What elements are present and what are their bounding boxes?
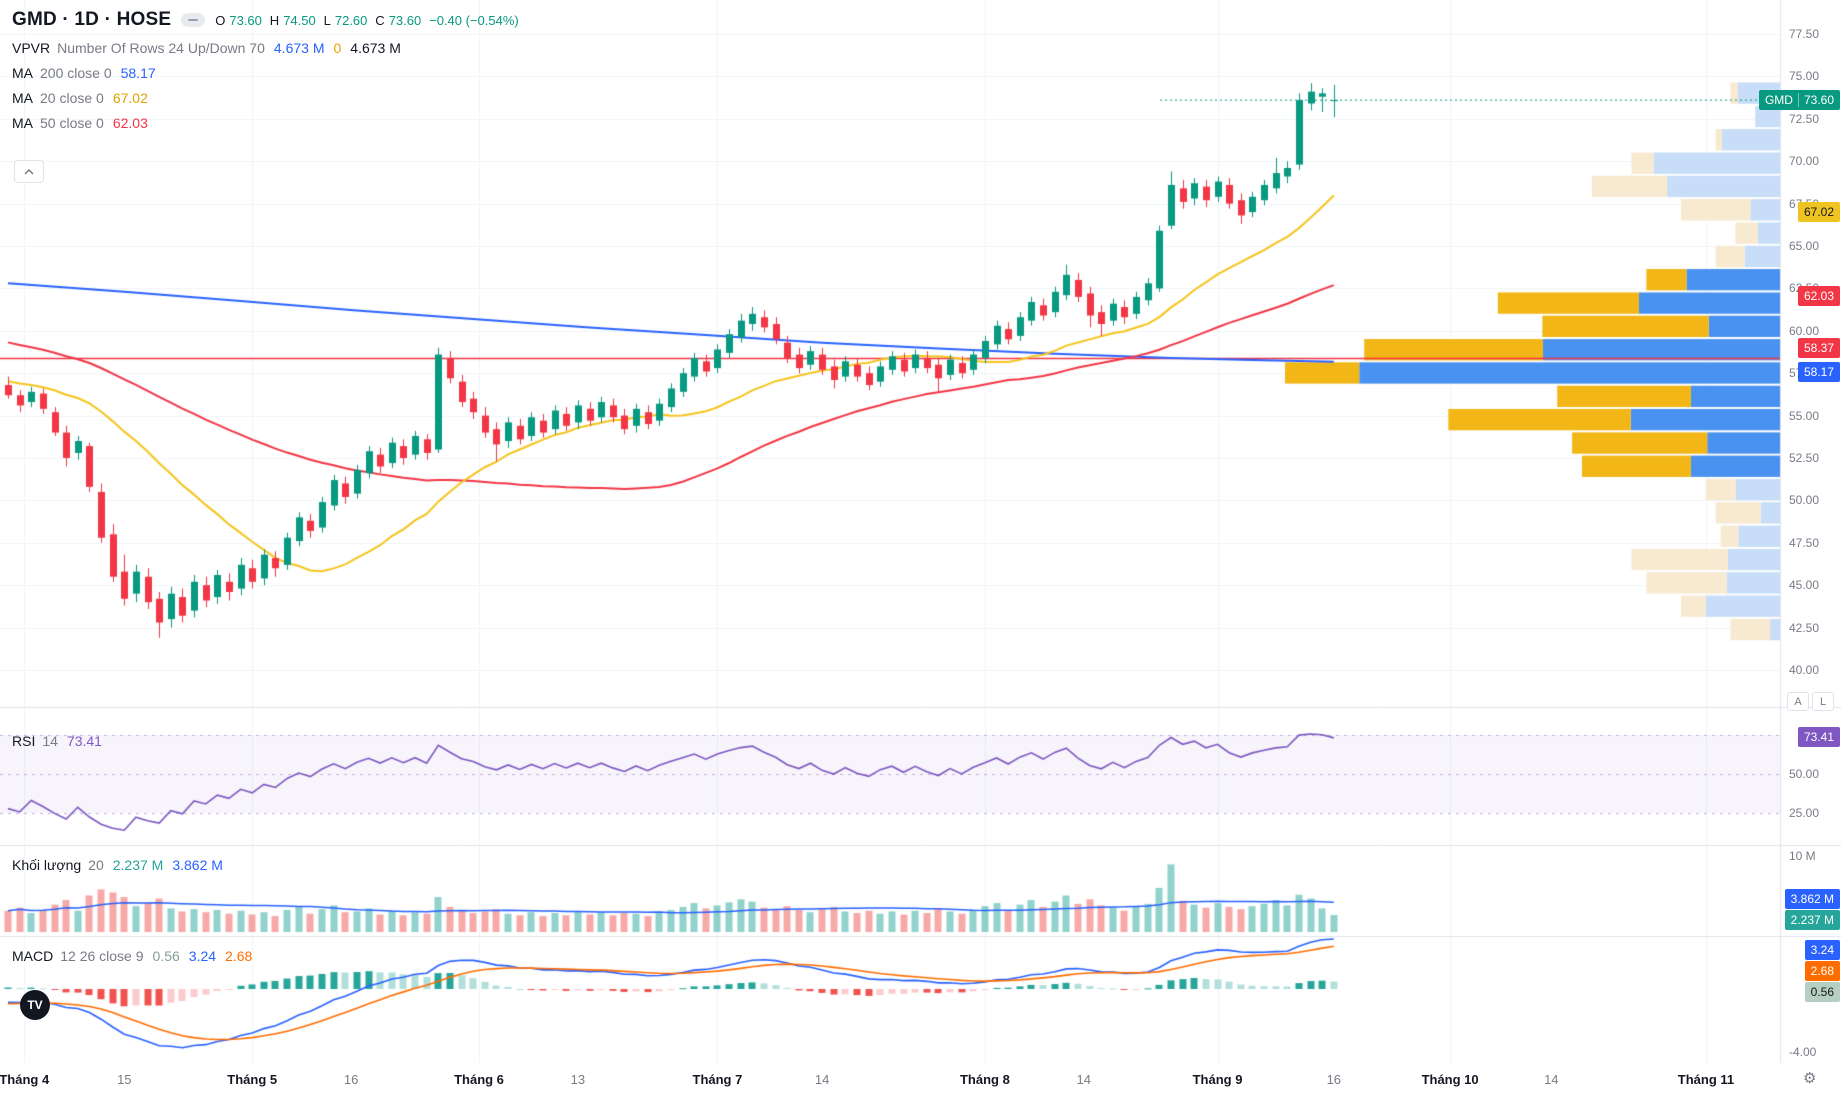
ma200-params: 200 close 0 [40,64,112,81]
chevron-up-icon [24,168,34,175]
volume-params: 20 [88,856,104,873]
time-label: 13 [570,1072,586,1087]
macd-signal-value: 2.68 [225,947,253,964]
tradingview-logo[interactable]: TV [20,990,50,1020]
legend-row-vpvr[interactable]: VPVR Number Of Rows 24 Up/Down 70 4.673 … [12,35,523,60]
rsi-legend[interactable]: RSI 14 73.41 [12,728,111,753]
high-label: H [269,13,280,28]
time-label: 14 [1076,1072,1091,1087]
ma50-value: 62.03 [112,114,148,131]
time-label: 16 [343,1072,359,1087]
legend-row-ma50[interactable]: MA 50 close 0 62.03 [12,110,523,135]
vpvr-down-volume: 4.673 M [350,39,401,56]
volume-value: 2.237 M [112,856,164,873]
low-value: 72.60 [334,13,368,28]
volume-ma-value: 3.862 M [172,856,223,873]
time-label: 15 [117,1072,132,1087]
macd-line-value: 3.24 [188,947,217,964]
time-label: Tháng 10 [1421,1072,1479,1087]
low-label: L [323,13,331,28]
macd-name: MACD [12,947,54,964]
close-label: C [375,13,385,28]
open-label: O [215,13,226,28]
macd-legend[interactable]: MACD 12 26 close 9 0.56 3.24 2.68 [12,943,261,968]
close-value: 73.60 [388,13,422,28]
main-legend: GMD · 1D · HOSE O 73.60 H 74.50 L 72.60 C 73… [12,5,523,135]
time-axis[interactable]: ⚙ Tháng 4 15 Tháng 5 16 Tháng 6 13 Tháng 7 14 Th… [0,1063,1841,1097]
settings-icon[interactable]: ⚙ [1803,1070,1817,1087]
vpvr-mid-value: 0 [333,39,342,56]
time-label: 14 [1544,1072,1559,1087]
ma20-value: 67.02 [112,89,148,106]
open-value: 73.60 [229,13,262,28]
time-label: Tháng 9 [1192,1072,1243,1087]
log-scale-button[interactable]: L [1812,692,1834,711]
time-label: Tháng 8 [959,1072,1010,1087]
macd-hist-value: 0.56 [152,947,180,964]
change-value: −0.40 (−0.54%) [429,13,519,28]
volume-legend[interactable]: Khối lượng 20 2.237 M 3.862 M [12,852,232,877]
time-label: 14 [814,1072,830,1087]
vpvr-up-volume: 4.673 M [273,39,325,56]
legend-hide-icon[interactable] [181,13,206,27]
time-label: Tháng 11 [1677,1072,1735,1087]
time-label: 16 [1326,1072,1342,1087]
legend-row-ma200[interactable]: MA 200 close 0 58.17 [12,60,523,85]
symbol-legend-row[interactable]: GMD · 1D · HOSE O 73.60 H 74.50 L 72.60 C 73… [12,5,523,35]
auto-scale-button[interactable]: A [1787,692,1809,711]
ohlc-values: O 73.60 H 74.50 L 72.60 C 73.60 −0.40 (−0.54… [215,12,523,28]
ma50-name: MA [12,114,33,131]
time-label: Tháng 6 [454,1072,504,1087]
vpvr-name: VPVR [12,39,51,56]
time-label: Tháng 4 [0,1072,50,1087]
ma20-name: MA [12,89,33,106]
rsi-name: RSI [12,732,36,749]
legend-row-ma20[interactable]: MA 20 close 0 67.02 [12,85,523,110]
ma200-value: 58.17 [120,64,156,81]
time-label: Tháng 5 [227,1072,278,1087]
rsi-params: 14 [42,732,58,749]
ma20-params: 20 close 0 [40,89,104,106]
volume-name: Khối lượng [12,856,82,873]
time-label: Tháng 7 [692,1072,743,1087]
macd-params: 12 26 close 9 [60,947,144,964]
ma50-params: 50 close 0 [40,114,104,131]
minus-icon [188,19,199,21]
high-value: 74.50 [283,13,316,28]
rsi-value: 73.41 [66,732,102,749]
vpvr-params: Number Of Rows 24 Up/Down 70 [57,39,265,56]
symbol-title[interactable]: GMD · 1D · HOSE [12,9,172,30]
ma200-name: MA [12,64,33,81]
collapse-legends-button[interactable] [14,160,44,183]
